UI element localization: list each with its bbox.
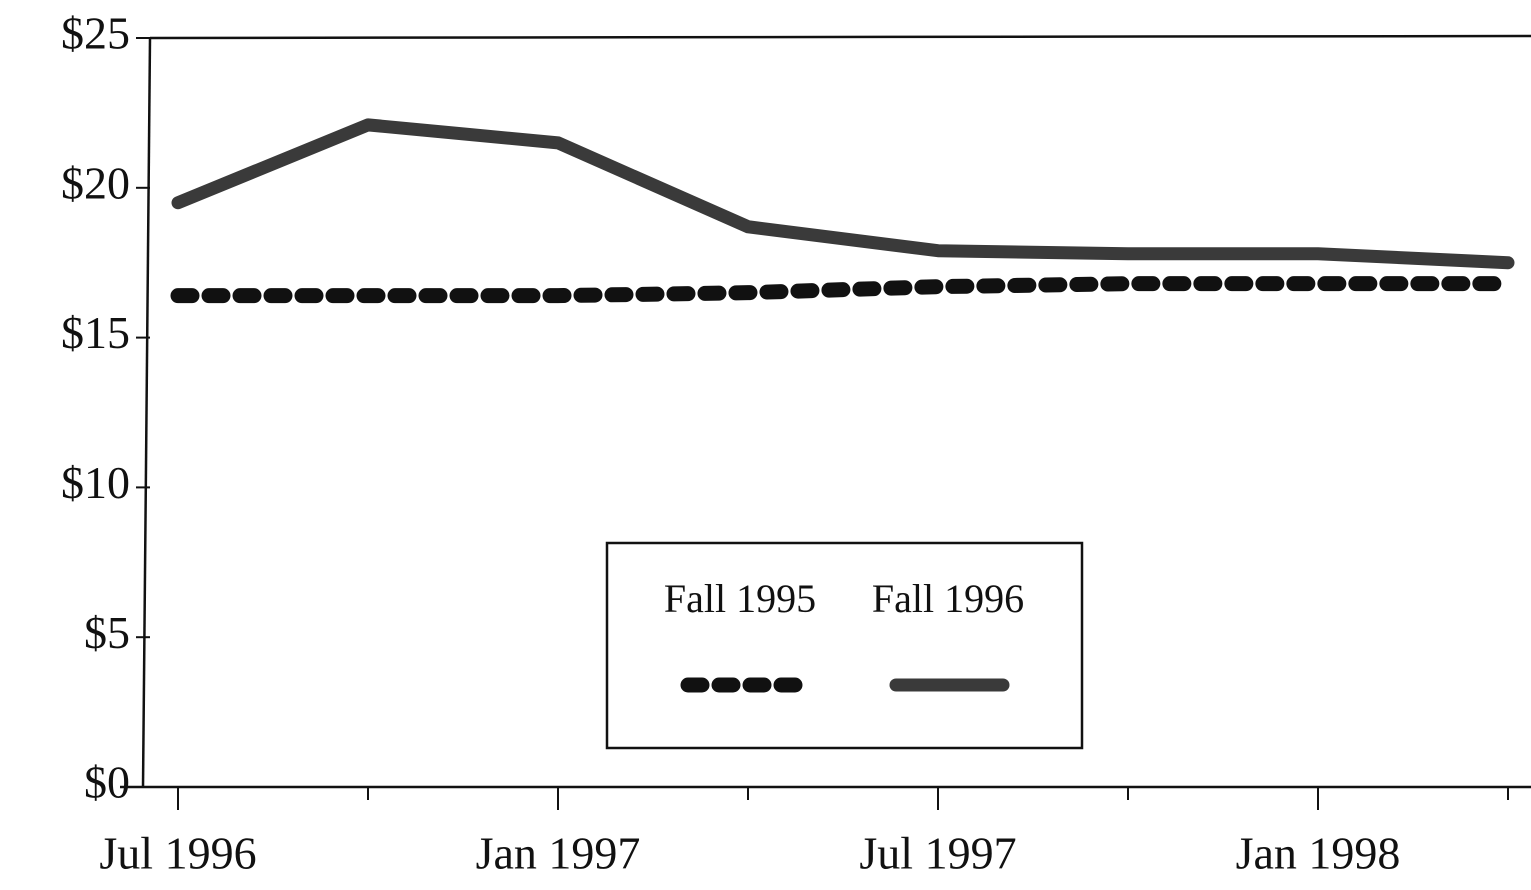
y-tick-label: $10 [61, 457, 130, 508]
y-tick-label: $20 [61, 157, 130, 208]
y-tick-label: $15 [61, 307, 130, 358]
plot-top [149, 34, 1531, 40]
y-tick-label: $0 [84, 757, 130, 808]
legend-label: Fall 1995 [664, 576, 816, 621]
legend-box [605, 541, 1084, 750]
y-tick-label: $5 [84, 607, 130, 658]
legend-label: Fall 1996 [872, 576, 1024, 621]
series-line [171, 118, 1515, 270]
x-tick-label: Jul 1996 [99, 828, 256, 879]
x-tick-label: Jan 1997 [476, 828, 641, 879]
x-tick-label: Jan 1998 [1236, 828, 1401, 879]
x-tick-label: Jul 1997 [859, 828, 1016, 879]
y-axis [141, 37, 152, 788]
y-tick-label: $25 [61, 8, 130, 59]
series-line [170, 276, 1516, 304]
